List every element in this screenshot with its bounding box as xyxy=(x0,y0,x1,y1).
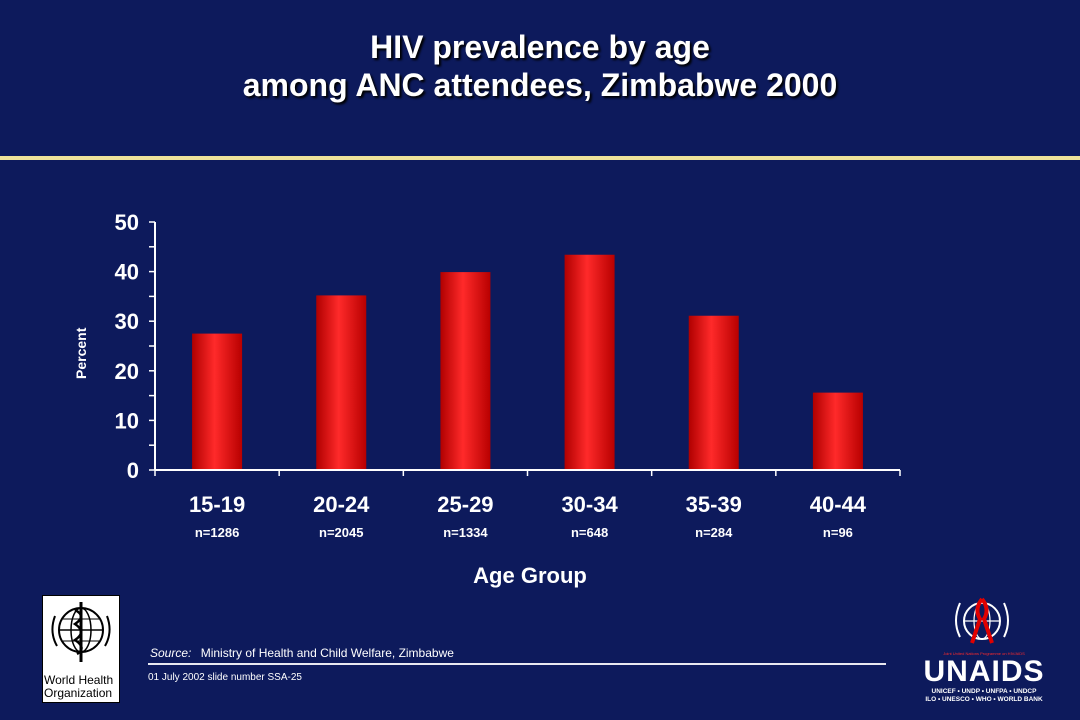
y-tick-label: 50 xyxy=(115,210,139,235)
x-tick-label: 40-44 xyxy=(810,492,867,517)
bar-40-44 xyxy=(812,392,863,470)
bar-25-29 xyxy=(440,272,491,470)
who-logo-text: World Health Organization xyxy=(43,674,120,700)
x-tick-label: 30-34 xyxy=(561,492,618,517)
title-line-1: HIV prevalence by age xyxy=(370,29,710,65)
y-tick-label: 10 xyxy=(115,408,139,433)
unaids-sponsors-line-2: ILO • UNESCO • WHO • WORLD BANK xyxy=(925,696,1043,703)
bar-15-19 xyxy=(192,333,243,470)
unaids-sponsors: UNICEF • UNDP • UNFPA • UNDCP ILO • UNES… xyxy=(922,688,1046,704)
y-tick-label: 30 xyxy=(115,309,139,334)
slide-footnote: 01 July 2002 slide number SSA-25 xyxy=(148,672,302,683)
unaids-tagline: Joint United Nations Programme on HIV/AI… xyxy=(943,651,1025,656)
sample-size-label: n=2045 xyxy=(319,525,363,540)
title-divider xyxy=(0,156,1080,160)
sample-size-label: n=1334 xyxy=(443,525,488,540)
source-text: Ministry of Health and Child Welfare, Zi… xyxy=(200,646,454,660)
y-tick-label: 40 xyxy=(115,260,139,285)
title-line-2: among ANC attendees, Zimbabwe 2000 xyxy=(242,67,838,103)
x-tick-label: 25-29 xyxy=(437,492,493,517)
source-label: Source: xyxy=(150,646,192,660)
x-tick-label: 20-24 xyxy=(313,492,370,517)
bar-35-39 xyxy=(688,315,739,470)
sample-size-label: n=648 xyxy=(571,525,608,540)
y-axis-label: Percent xyxy=(73,327,89,379)
x-tick-label: 15-19 xyxy=(189,492,245,517)
unaids-logo: UNAIDS xyxy=(923,655,1045,688)
who-logo: World Health Organization xyxy=(42,595,120,703)
x-axis-label: Age Group xyxy=(473,563,587,588)
slide-title: HIV prevalence by age among ANC attendee… xyxy=(0,28,1080,104)
who-emblem-icon xyxy=(51,602,111,662)
sample-size-label: n=96 xyxy=(823,525,853,540)
source-note: Source: Ministry of Health and Child Wel… xyxy=(150,646,454,660)
sample-size-label: n=1286 xyxy=(195,525,239,540)
bar-20-24 xyxy=(316,295,367,470)
who-text-line-1: World Health xyxy=(44,673,114,687)
y-tick-label: 20 xyxy=(115,359,139,384)
source-divider xyxy=(148,663,886,665)
bar-30-34 xyxy=(564,254,615,470)
sample-size-label: n=284 xyxy=(695,525,733,540)
y-tick-label: 0 xyxy=(127,458,139,483)
x-tick-label: 35-39 xyxy=(686,492,742,517)
unaids-sponsors-line-1: UNICEF • UNDP • UNFPA • UNDCP xyxy=(931,688,1037,695)
un-emblem-icon xyxy=(955,597,1009,644)
who-text-line-2: Organization xyxy=(44,686,113,700)
